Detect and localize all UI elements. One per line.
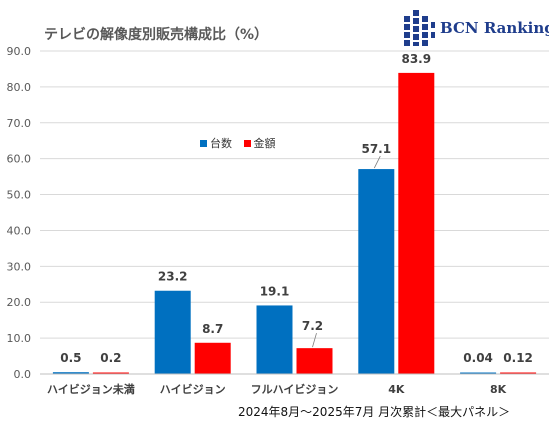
data-labels: 0.5 0.2 23.2 8.7 19.1 7.2 57.1 83.9 0.04 0.12 — [60, 52, 533, 365]
y-tick-label: 60.0 — [7, 153, 32, 166]
bars — [52, 72, 537, 375]
bar-units — [256, 305, 293, 374]
data-label: 8.7 — [202, 322, 223, 336]
x-tick-label: ハイビジョン未満 — [47, 382, 135, 396]
bar-amount — [398, 72, 435, 375]
data-label: 19.1 — [260, 284, 290, 298]
bar-units — [52, 372, 89, 374]
x-tick-label: 4K — [388, 383, 405, 396]
legend-item-units: 台数 — [200, 135, 232, 151]
y-tick-label: 30.0 — [7, 260, 32, 273]
y-tick-label: 20.0 — [7, 296, 32, 309]
legend-swatch-amount — [243, 139, 251, 147]
bar-units — [154, 290, 191, 374]
legend-label-units: 台数 — [210, 137, 232, 150]
x-tick-label: 8K — [490, 383, 507, 396]
y-tick-label: 40.0 — [7, 224, 32, 237]
legend-swatch-units — [200, 139, 207, 147]
chart-title: テレビの解像度別販売構成比（%） — [44, 27, 269, 43]
legend: 台数 金額 — [200, 135, 284, 151]
y-tick-label: 90.0 — [7, 45, 32, 58]
bar-amount — [500, 372, 537, 374]
data-label: 83.9 — [401, 52, 431, 66]
legend-label-amount: 金額 — [253, 137, 276, 150]
gridlines — [40, 50, 549, 339]
y-tick-label: 10.0 — [7, 332, 32, 345]
bcn-logo-icon — [404, 10, 435, 46]
bar-amount — [194, 342, 231, 374]
footnote: 2024年8月～2025年7月 月次累計＜最大パネル＞ — [238, 405, 511, 419]
y-tick-label: 0.0 — [14, 368, 32, 381]
bar-amount — [296, 348, 333, 374]
bar-units — [460, 372, 497, 374]
data-label: 7.2 — [302, 319, 323, 333]
x-tick-label: フルハイビジョン — [251, 382, 339, 396]
data-label: 57.1 — [361, 142, 391, 156]
y-tick-label: 70.0 — [7, 117, 32, 130]
label-leader-line — [373, 155, 381, 169]
legend-item-amount: 金額 — [243, 135, 276, 151]
data-label: 0.5 — [60, 351, 81, 365]
data-label: 0.12 — [503, 351, 533, 365]
x-axis-ticks: ハイビジョン未満 ハイビジョン フルハイビジョン 4K 8K — [47, 382, 507, 396]
bar-units — [358, 169, 395, 374]
data-label: 0.04 — [463, 351, 493, 365]
bar-amount — [92, 372, 129, 374]
y-tick-label: 50.0 — [7, 189, 32, 202]
data-label: 23.2 — [158, 270, 188, 284]
y-axis-ticks: 0.0 10.0 20.0 30.0 40.0 50.0 60.0 70.0 80.0 90.0 — [7, 45, 32, 381]
y-tick-label: 80.0 — [7, 81, 32, 94]
brand-name: BCN Ranking — [440, 19, 549, 37]
bcn-logo: BCN Ranking — [404, 10, 549, 46]
x-tick-label: ハイビジョン — [160, 382, 226, 396]
data-label: 0.2 — [100, 351, 121, 365]
label-leader-line — [312, 333, 317, 348]
